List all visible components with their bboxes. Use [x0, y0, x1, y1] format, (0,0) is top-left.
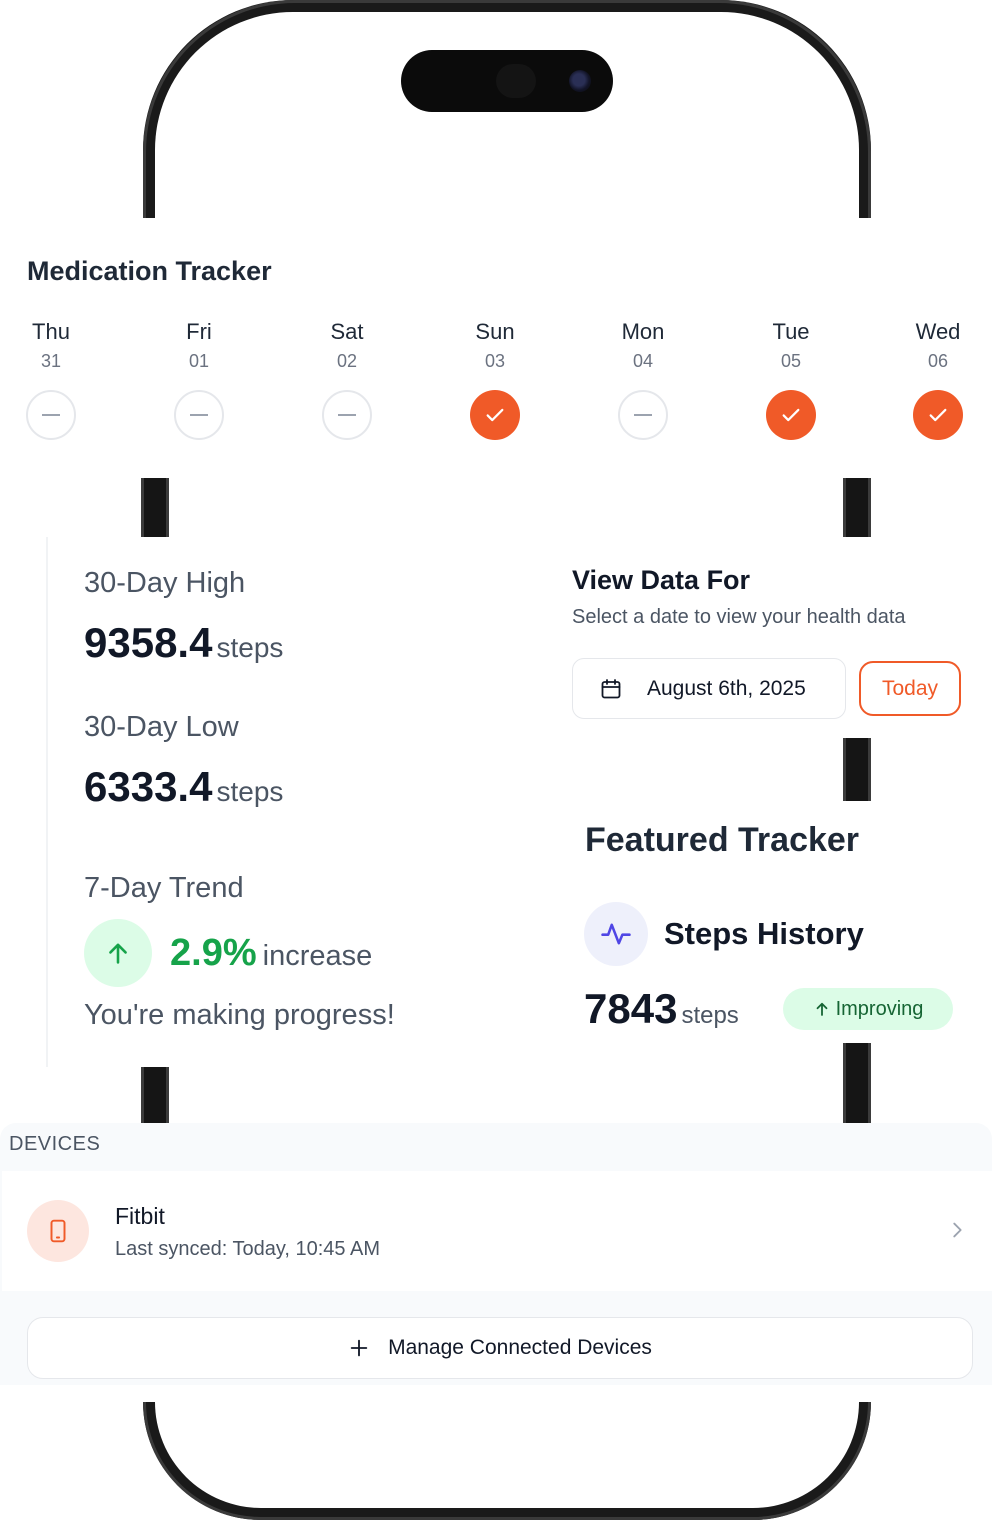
- minus-icon: [42, 414, 60, 416]
- dose-taken-button[interactable]: [470, 390, 520, 440]
- phone-frame-right-segment: [843, 738, 871, 801]
- day-name: Mon: [621, 319, 665, 344]
- chevron-right-icon: [953, 1222, 962, 1238]
- day-date: 01: [188, 351, 210, 371]
- day-column: Sat 02: [307, 319, 387, 440]
- activity-icon: [584, 902, 648, 966]
- trend-message: You're making progress!: [84, 999, 395, 1031]
- date-picker-button[interactable]: August 6th, 2025: [572, 658, 846, 719]
- status-badge: Improving: [783, 988, 953, 1030]
- day-column: Fri 01: [159, 319, 239, 440]
- island-sensor: [496, 64, 536, 98]
- tracker-unit: steps: [681, 1002, 739, 1029]
- trend-percent: 2.9%: [170, 932, 257, 974]
- today-button[interactable]: Today: [859, 661, 961, 716]
- arrow-up-icon: [84, 919, 152, 987]
- tracker-value: 7843 steps: [584, 985, 739, 1033]
- day-name: Wed: [915, 319, 961, 344]
- phone-frame-bottom: [143, 1402, 871, 1520]
- high-value: 9358.4 steps: [84, 619, 283, 667]
- trend-word: increase: [262, 940, 373, 972]
- dose-taken-button[interactable]: [766, 390, 816, 440]
- dose-pending-button[interactable]: [174, 390, 224, 440]
- arrow-up-icon: [816, 1002, 827, 1016]
- tracker-number: 7843: [584, 985, 678, 1032]
- day-date: 05: [780, 351, 802, 371]
- camera-lens: [569, 70, 591, 92]
- plus-icon: [350, 1339, 368, 1357]
- day-date: 04: [632, 351, 654, 371]
- date-selector-card: View Data For Select a date to view your…: [553, 537, 992, 738]
- medication-tracker-card: Medication Tracker Thu 31 Fri 01 Sat 02 …: [0, 218, 992, 478]
- dose-taken-button[interactable]: [913, 390, 963, 440]
- day-date: 31: [40, 351, 62, 371]
- day-name: Sat: [330, 319, 364, 344]
- day-date: 06: [927, 351, 949, 371]
- step-stats-card: 30-Day High 9358.4 steps 30-Day Low 6333.…: [46, 537, 526, 1067]
- manage-devices-label: Manage Connected Devices: [388, 1336, 652, 1359]
- day-column: Mon 04: [603, 319, 683, 440]
- low-value: 6333.4 steps: [84, 763, 283, 811]
- phone-frame-left-segment: [141, 1067, 169, 1123]
- day-date: 03: [484, 351, 506, 371]
- calendar-icon: [601, 678, 621, 698]
- low-label: 30-Day Low: [84, 711, 239, 743]
- featured-tracker-card[interactable]: Featured Tracker Steps History 7843 steps…: [560, 801, 992, 1043]
- trend-summary: 2.9% increase: [170, 932, 372, 975]
- high-unit: steps: [216, 632, 284, 663]
- low-unit: steps: [216, 776, 284, 807]
- manage-devices-button[interactable]: Manage Connected Devices: [27, 1317, 973, 1379]
- dose-pending-button[interactable]: [322, 390, 372, 440]
- day-column: Sun 03: [455, 319, 535, 440]
- minus-icon: [190, 414, 208, 416]
- day-date: 02: [336, 351, 358, 371]
- day-name: Thu: [32, 319, 70, 344]
- device-name: Fitbit: [115, 1203, 165, 1229]
- minus-icon: [338, 414, 356, 416]
- featured-tracker-title: Featured Tracker: [585, 821, 860, 859]
- status-badge-label: Improving: [835, 997, 924, 1020]
- day-column: Thu 31: [11, 319, 91, 440]
- check-icon: [782, 408, 800, 422]
- phone-frame-right-segment: [843, 1043, 871, 1123]
- medication-tracker-title: Medication Tracker: [27, 256, 272, 286]
- phone-frame-right-segment: [843, 478, 871, 537]
- devices-section: DEVICES Fitbit Last synced: Today, 10:45…: [0, 1123, 992, 1385]
- dose-pending-button[interactable]: [618, 390, 668, 440]
- device-sync-status: Last synced: Today, 10:45 AM: [115, 1238, 380, 1260]
- check-icon: [929, 408, 947, 422]
- selected-date: August 6th, 2025: [647, 676, 806, 700]
- devices-header: DEVICES: [9, 1133, 101, 1155]
- day-column: Tue 05: [751, 319, 831, 440]
- low-number: 6333.4: [84, 763, 213, 810]
- device-row-fitbit[interactable]: Fitbit Last synced: Today, 10:45 AM: [2, 1171, 992, 1291]
- day-name: Fri: [186, 319, 212, 344]
- day-column: Wed 06: [898, 319, 978, 440]
- minus-icon: [634, 414, 652, 416]
- smartphone-icon: [27, 1200, 89, 1262]
- view-data-subtitle: Select a date to view your health data: [572, 606, 906, 628]
- view-data-title: View Data For: [572, 565, 751, 595]
- tracker-name: Steps History: [664, 916, 864, 951]
- high-label: 30-Day High: [84, 567, 246, 599]
- dynamic-island: [401, 50, 613, 112]
- phone-frame-left-segment: [141, 478, 169, 537]
- trend-label: 7-Day Trend: [84, 872, 244, 904]
- dose-pending-button[interactable]: [26, 390, 76, 440]
- day-name: Tue: [772, 319, 810, 344]
- day-name: Sun: [475, 319, 515, 344]
- high-number: 9358.4: [84, 619, 213, 666]
- check-icon: [486, 408, 504, 422]
